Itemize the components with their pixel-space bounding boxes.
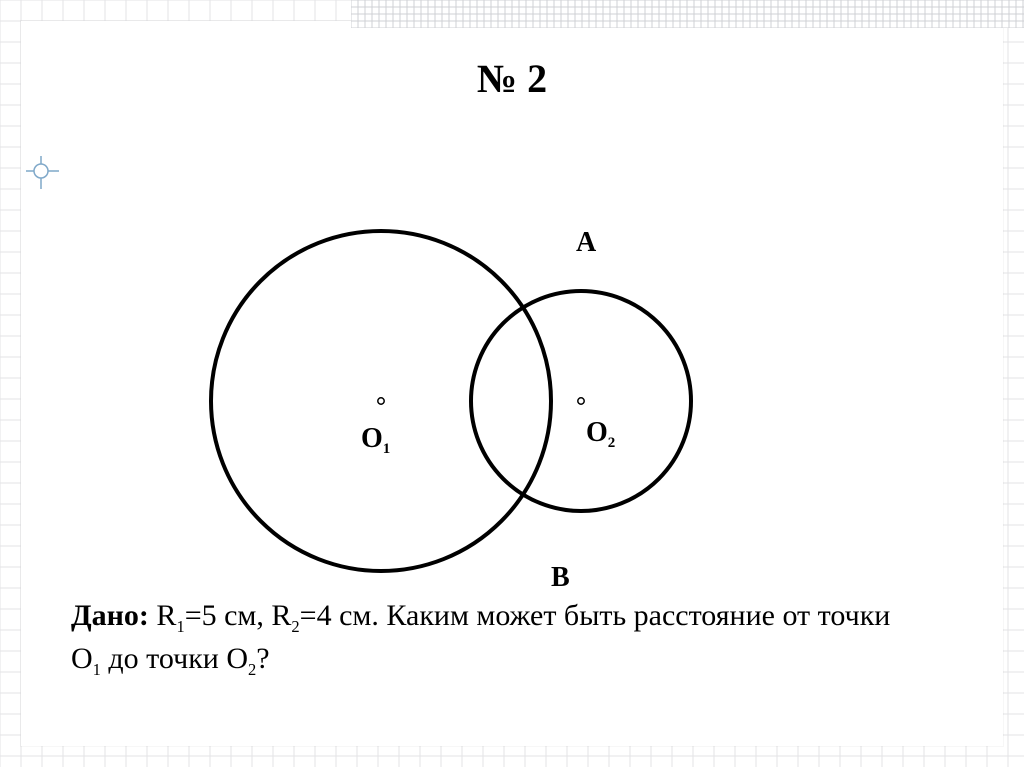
top-dotted-strip <box>351 0 1024 28</box>
r1-label: R <box>156 599 176 632</box>
content-area: № 2 A B O1 O2 Дано: R1=5 см, R2=4 см. Каким… <box>21 21 1003 746</box>
label-O2: O2 <box>586 417 615 451</box>
label-O1: O1 <box>361 423 390 457</box>
problem-number-heading: № 2 <box>21 55 1003 102</box>
problem-statement: Дано: R1=5 см, R2=4 см. Каким может быть… <box>71 596 923 681</box>
r1-sub: 1 <box>176 617 184 636</box>
center-o2 <box>578 398 584 404</box>
label-A: A <box>576 227 597 258</box>
r2-val: =4 см. <box>300 599 387 632</box>
question-end: ? <box>256 642 269 675</box>
page: № 2 A B O1 O2 Дано: R1=5 см, R2=4 см. Каким… <box>0 0 1024 767</box>
label-B: B <box>551 562 570 591</box>
r2-sub: 2 <box>291 617 299 636</box>
given-label: Дано: <box>71 599 149 632</box>
ruler-mark-icon <box>21 151 61 191</box>
question-part2: до точки O <box>101 642 248 675</box>
r2-label: R <box>271 599 291 632</box>
r1-val: =5 см, <box>185 599 272 632</box>
circles-diagram: A B O1 O2 <box>181 181 741 591</box>
center-o1 <box>378 398 384 404</box>
o1-sub: 1 <box>93 660 101 679</box>
